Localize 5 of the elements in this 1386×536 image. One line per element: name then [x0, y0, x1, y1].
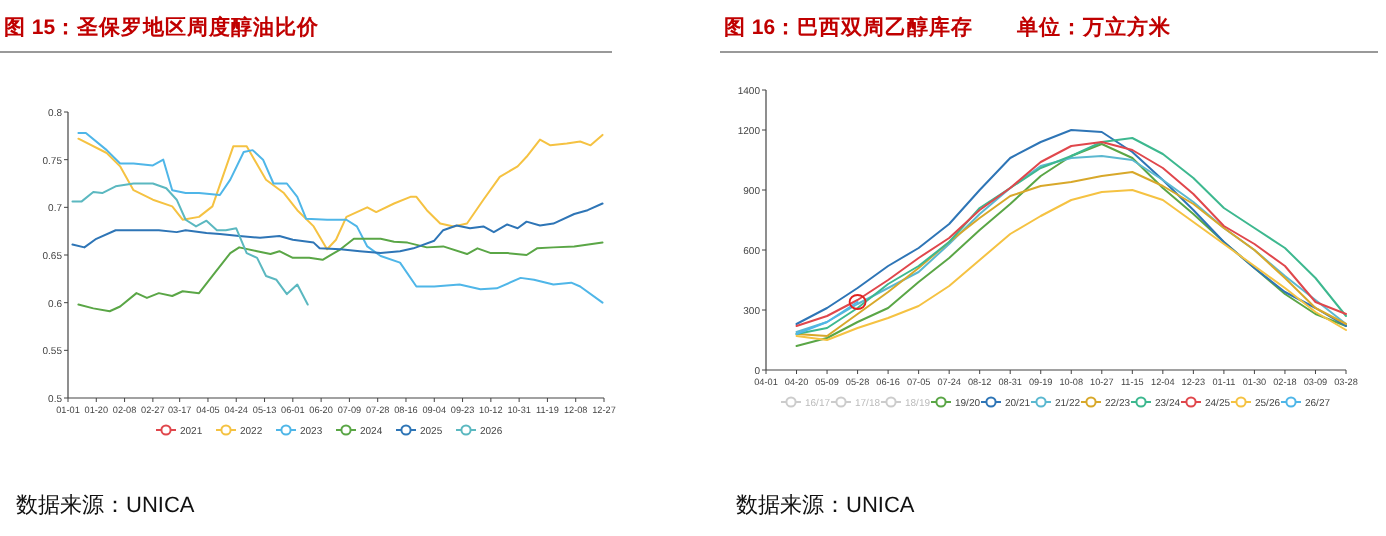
chart-title: 图 16：巴西双周乙醇库存 — [724, 16, 974, 40]
chart-title: 图 15：圣保罗地区周度醇油比价 — [4, 14, 322, 40]
source-note: 数据来源：UNICA — [736, 492, 916, 518]
source-note: 数据来源：UNICA — [16, 492, 196, 518]
chart-subtitle: 单位：万立方米 — [1015, 14, 1174, 40]
